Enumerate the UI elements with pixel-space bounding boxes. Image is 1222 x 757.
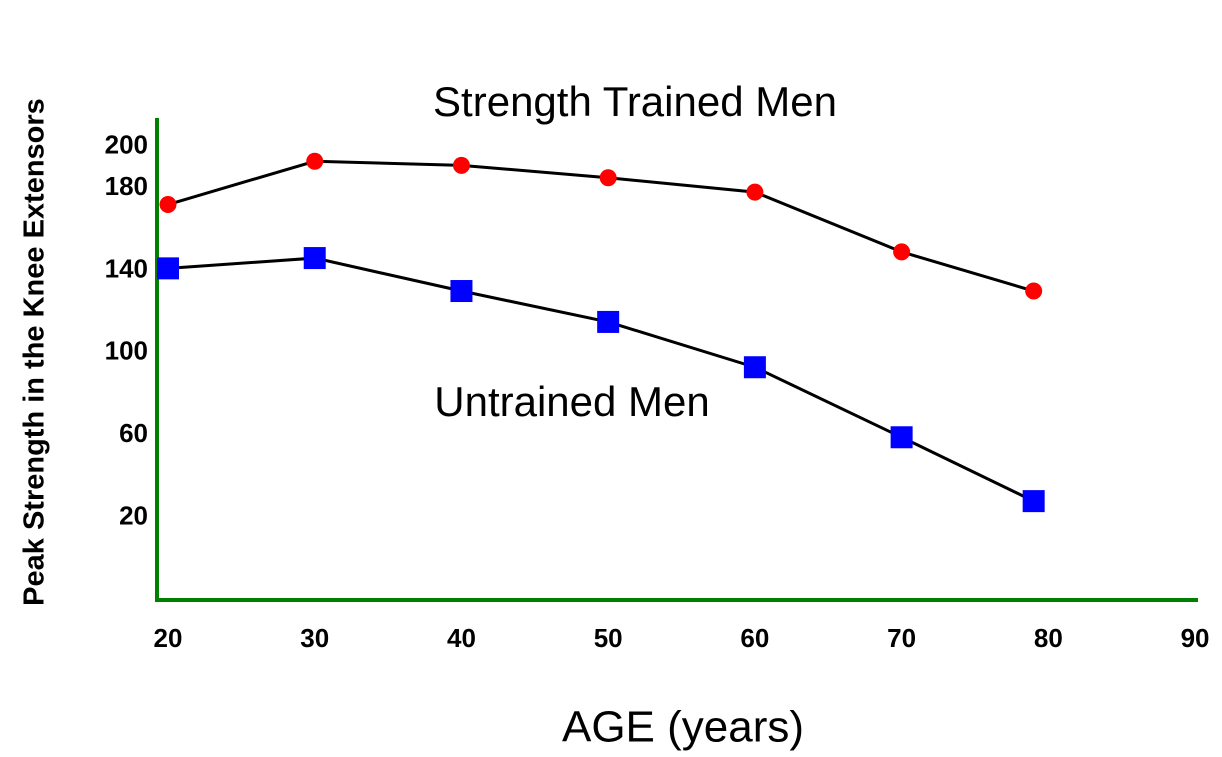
x-tick-label: 20: [154, 623, 183, 653]
y-tick-label: 200: [105, 130, 148, 160]
y-tick-label: 180: [105, 171, 148, 201]
x-axis-label: AGE (years): [562, 703, 804, 752]
marker: [746, 183, 764, 201]
x-tick-label: 60: [740, 623, 769, 653]
y-tick-label: 100: [105, 336, 148, 366]
marker: [159, 196, 177, 214]
x-tick-label: 40: [447, 623, 476, 653]
marker: [303, 247, 326, 270]
annotation: Untrained Men: [434, 378, 709, 425]
marker: [1022, 490, 1045, 513]
annotation: Strength Trained Men: [433, 78, 837, 125]
y-tick-label: 60: [119, 418, 148, 448]
x-tick-label: 80: [1034, 623, 1063, 653]
y-axis-label: Peak Strength in the Knee Extensors: [19, 98, 51, 606]
y-tick-label: 20: [119, 500, 148, 530]
marker: [890, 426, 913, 449]
x-tick-label: 30: [300, 623, 329, 653]
x-tick-label: 50: [594, 623, 623, 653]
marker: [452, 156, 470, 174]
x-tick-label: 70: [887, 623, 916, 653]
marker: [306, 152, 324, 170]
marker: [597, 310, 620, 333]
marker: [157, 257, 180, 280]
marker: [893, 243, 911, 261]
marker: [743, 356, 766, 379]
marker: [450, 280, 473, 303]
marker: [599, 169, 617, 187]
x-tick-label: 90: [1181, 623, 1210, 653]
y-tick-label: 140: [105, 253, 148, 283]
marker: [1025, 282, 1043, 300]
